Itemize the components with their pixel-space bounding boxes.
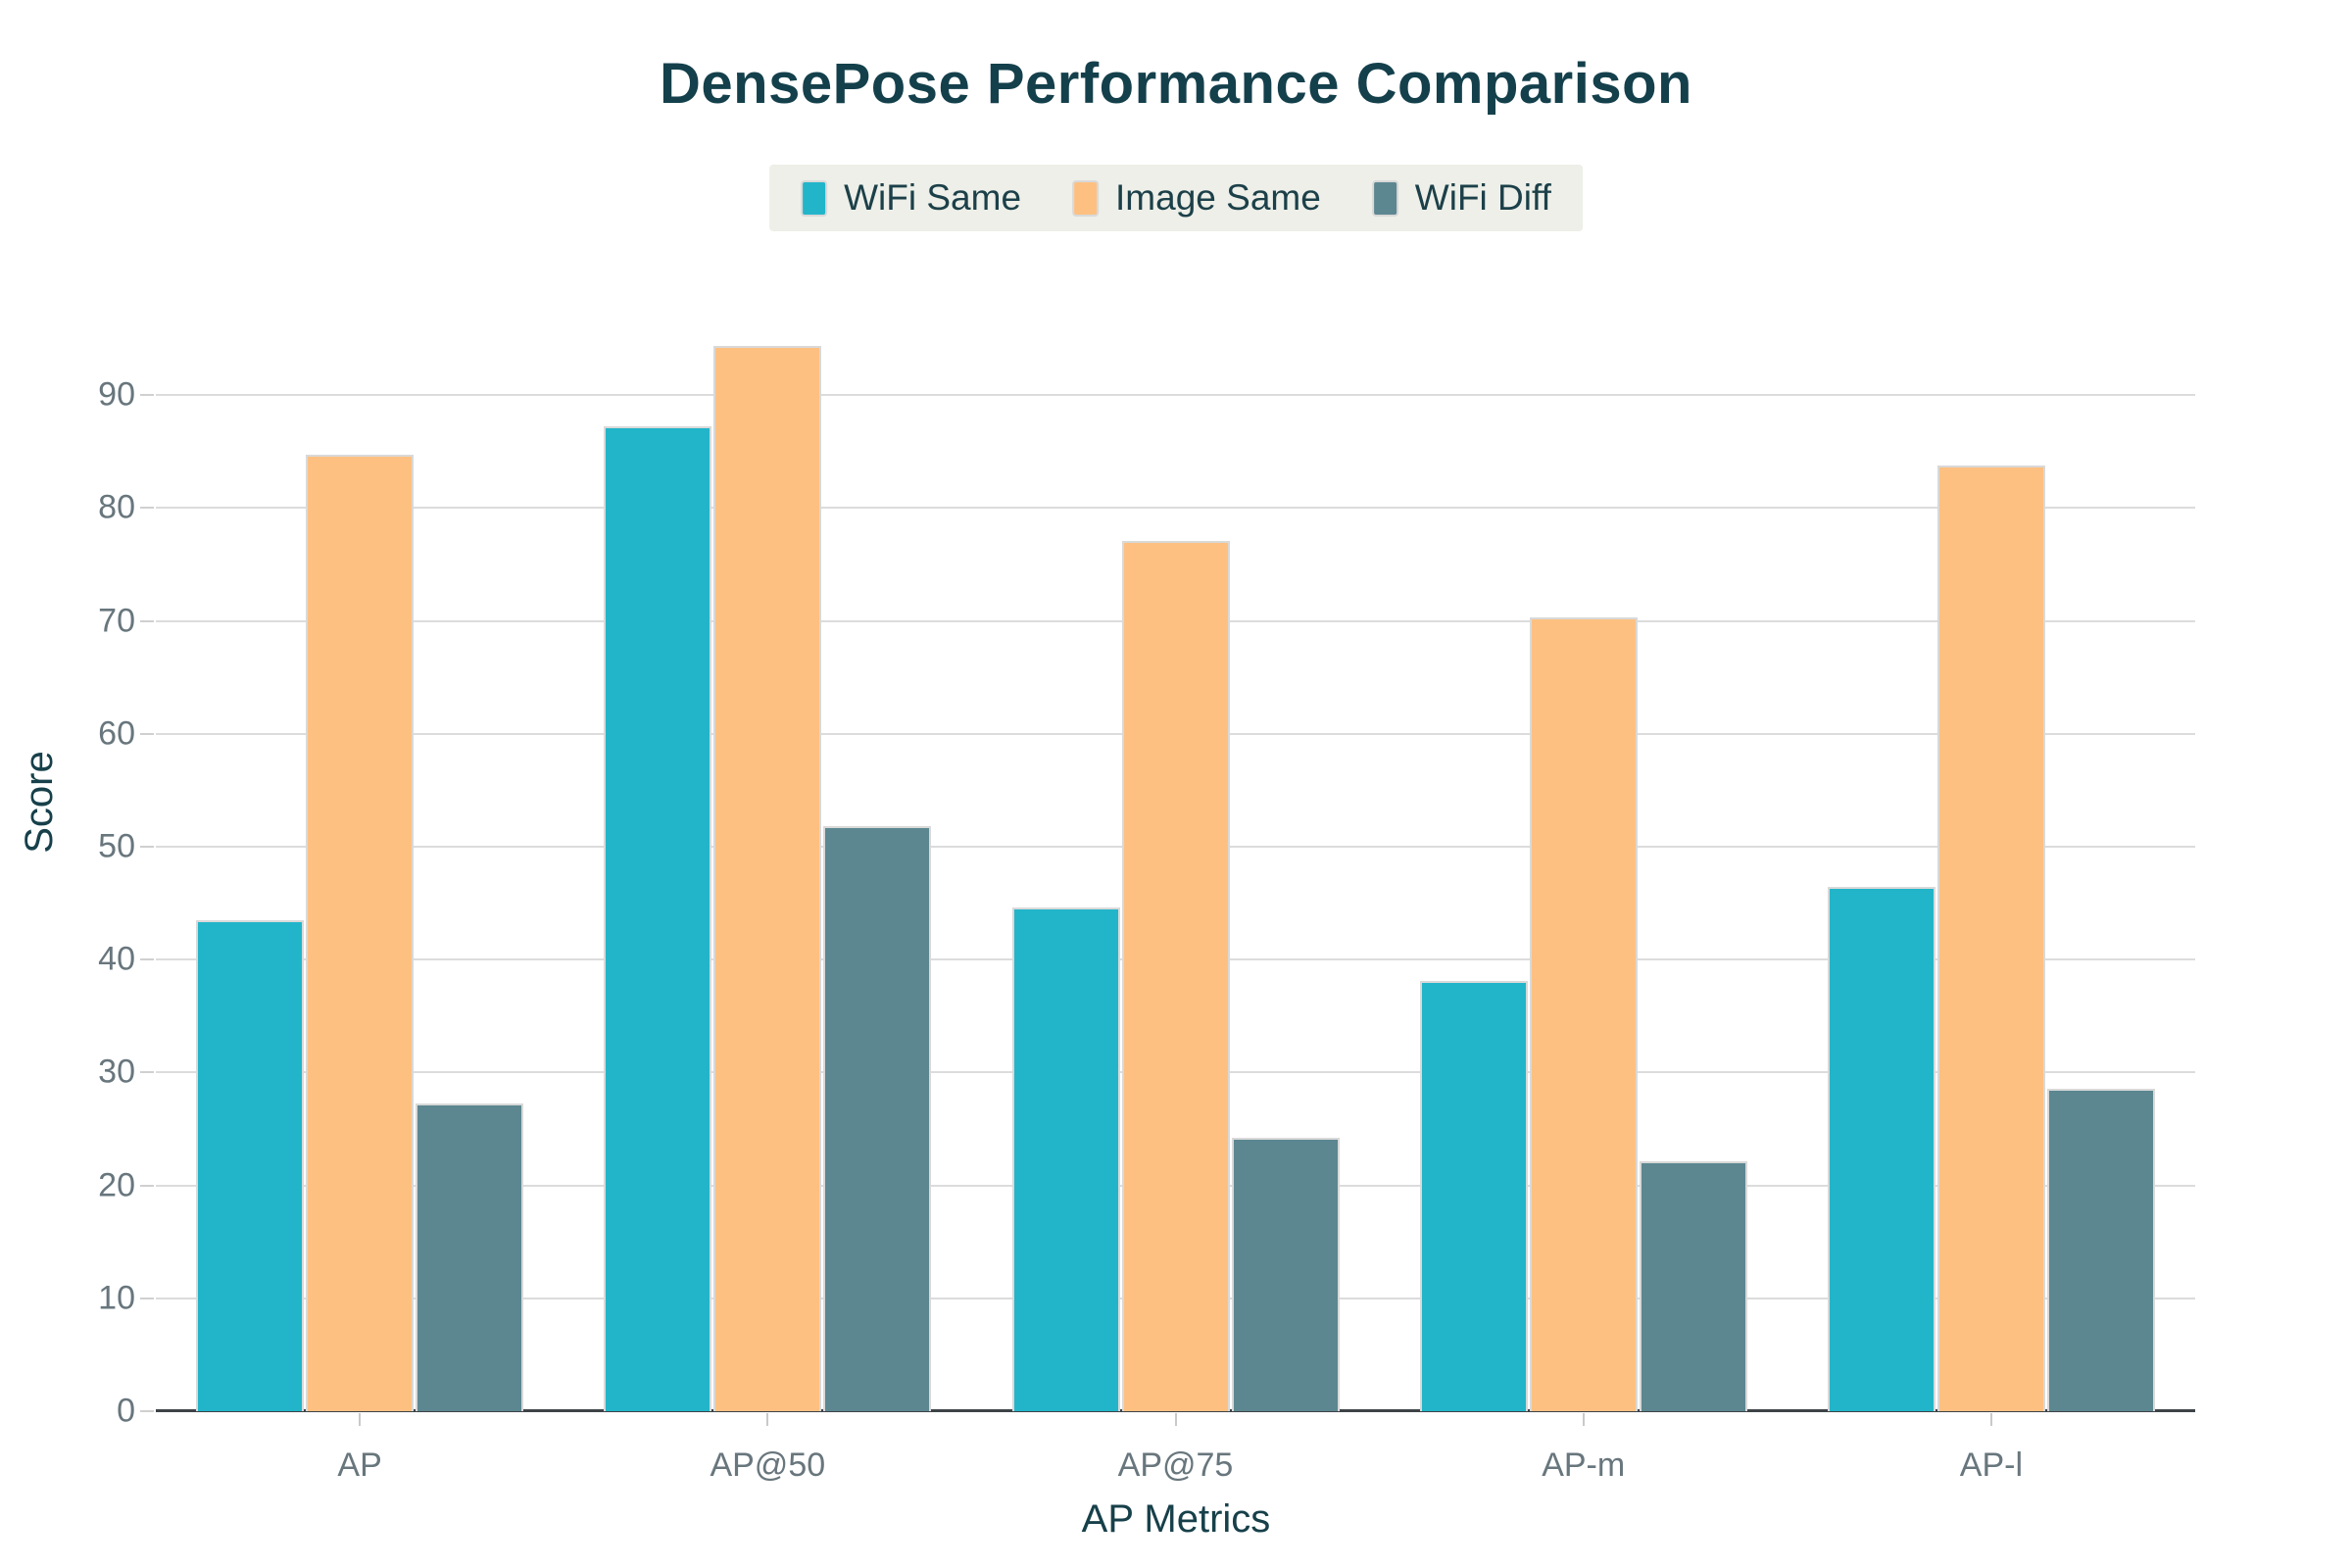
chart-title: DensePose Performance Comparison (660, 52, 1692, 116)
x-category-label-ap-l: AP-l (1959, 1446, 2024, 1484)
x-category-label-ap@50: AP@50 (710, 1446, 826, 1484)
y-tick-label: 50 (98, 827, 135, 865)
bar-wifi-same-ap-m[interactable] (1419, 981, 1528, 1411)
bar-wifi-same-ap[interactable] (196, 919, 305, 1411)
y-tick-label: 10 (98, 1279, 135, 1317)
legend-item-label: WiFi Diff (1414, 177, 1551, 218)
y-tick-label: 30 (98, 1053, 135, 1091)
x-axis-title: AP Metrics (1081, 1497, 1271, 1541)
bar-wifi-diff-ap@75[interactable] (1231, 1138, 1340, 1411)
bar-image-same-ap[interactable] (306, 455, 415, 1411)
legend-item-image-same[interactable]: Image Same (1072, 177, 1321, 219)
x-axis-tick (1989, 1413, 1992, 1426)
bar-image-same-ap-m[interactable] (1529, 617, 1638, 1411)
y-axis-tick (140, 846, 154, 848)
bar-wifi-same-ap@75[interactable] (1011, 907, 1120, 1411)
legend-item-label: WiFi Same (844, 177, 1022, 218)
bar-wifi-diff-ap-l[interactable] (2046, 1088, 2155, 1411)
y-axis-tick (140, 1184, 154, 1187)
y-axis-tick (140, 1071, 154, 1074)
plot-area: 0 10 20 30 40 50 60 70 80 90 AP AP@50 AP@75 AP-m AP-l (98, 282, 2195, 1484)
y-tick-label: 70 (98, 602, 135, 640)
x-category-label-ap: AP (337, 1446, 382, 1484)
gridline-90 (156, 394, 2195, 397)
y-axis-tick (140, 1297, 154, 1299)
bar-image-same-ap@75[interactable] (1121, 540, 1230, 1411)
legend: WiFi Same Image Same WiFi Diff (769, 165, 1583, 231)
bar-wifi-same-ap@50[interactable] (604, 426, 712, 1411)
y-axis-tick (140, 732, 154, 735)
y-axis-tick (140, 958, 154, 961)
legend-item-wifi-diff[interactable]: WiFi Diff (1371, 177, 1551, 219)
gridline-80 (156, 507, 2195, 510)
y-tick-label: 40 (98, 940, 135, 978)
y-axis-tick (140, 507, 154, 510)
y-tick-label: 0 (117, 1392, 135, 1430)
x-axis-tick (359, 1413, 362, 1426)
y-tick-label: 20 (98, 1166, 135, 1204)
x-category-label-ap@75: AP@75 (1117, 1446, 1234, 1484)
legend-item-wifi-same[interactable]: WiFi Same (801, 177, 1021, 219)
x-axis-tick (1582, 1413, 1585, 1426)
bar-wifi-diff-ap[interactable] (416, 1102, 524, 1411)
y-axis-title: Score (17, 750, 61, 854)
bar-image-same-ap-l[interactable] (1936, 465, 2045, 1411)
y-tick-label: 80 (98, 488, 135, 526)
legend-item-label: Image Same (1115, 177, 1321, 218)
y-tick-label: 90 (98, 375, 135, 414)
x-axis-tick (1174, 1413, 1177, 1426)
bar-wifi-diff-ap@50[interactable] (823, 826, 932, 1411)
x-category-label-ap-m: AP-m (1542, 1446, 1626, 1484)
y-tick-label: 60 (98, 714, 135, 753)
y-axis-tick (140, 394, 154, 397)
bar-wifi-diff-ap-m[interactable] (1639, 1161, 1747, 1411)
bar-wifi-same-ap-l[interactable] (1827, 887, 1936, 1411)
y-axis-tick (140, 1410, 154, 1412)
bar-image-same-ap@50[interactable] (713, 345, 822, 1411)
legend-marker-icon (1072, 179, 1100, 217)
y-axis-tick (140, 619, 154, 622)
x-axis-tick (766, 1413, 769, 1426)
legend-marker-icon (1371, 179, 1398, 217)
legend-marker-icon (801, 179, 828, 217)
